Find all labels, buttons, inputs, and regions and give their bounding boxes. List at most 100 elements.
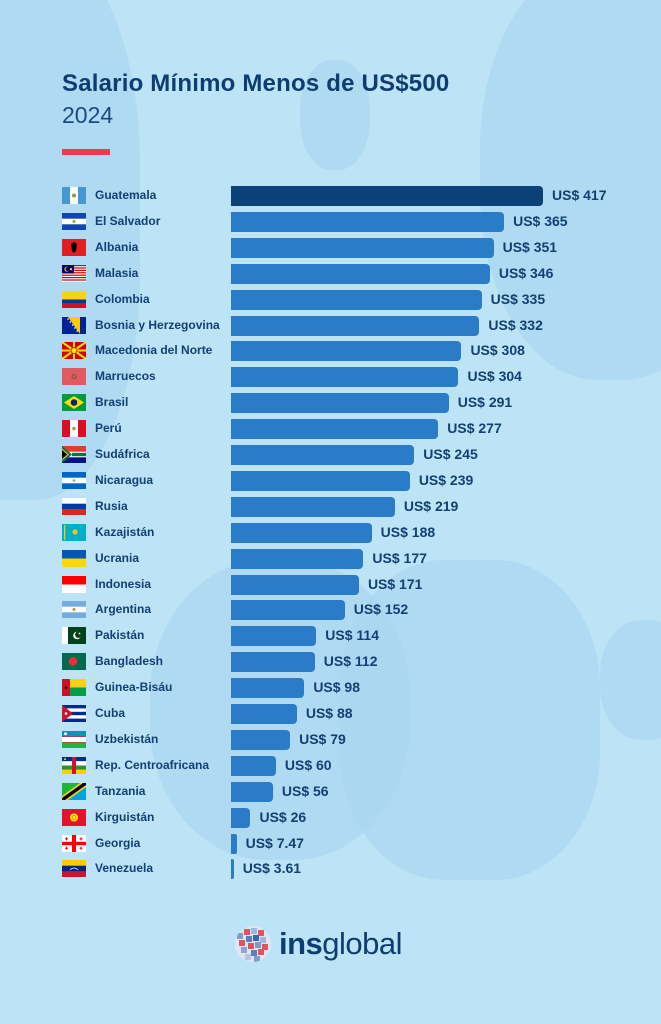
- country-label: Indonesia: [95, 576, 152, 591]
- bar: [231, 704, 297, 724]
- country-label: Sudáfrica: [95, 447, 150, 461]
- chart-row: Macedonia del Norte US$ 308: [0, 338, 661, 364]
- country-label: Marruecos: [95, 369, 156, 384]
- bar: [231, 289, 482, 310]
- bar: [231, 367, 459, 388]
- chart-row: Kirguistán US$ 26: [0, 805, 661, 831]
- chart-row: Rep. Centroafricana US$ 60: [0, 753, 661, 779]
- albania-flag-icon: [62, 238, 86, 256]
- value-label: US$ 152: [353, 601, 409, 618]
- value-label: US$ 365: [513, 212, 568, 229]
- chart-row: Bosnia y Herzegovina US$ 332: [0, 313, 661, 339]
- chart-row: Guatemala US$ 417: [0, 183, 661, 209]
- map-background-shape: [340, 560, 600, 880]
- bar: [231, 186, 543, 206]
- country-label: Albania: [95, 239, 139, 254]
- morocco-flag-icon: [62, 368, 86, 386]
- bar: [231, 807, 251, 828]
- country-label: Kirguistán: [95, 809, 155, 824]
- country-label: Bosnia y Herzegovina: [95, 317, 220, 332]
- uzbekistan-flag-icon: [62, 730, 86, 748]
- country-label: Argentina: [95, 602, 152, 617]
- value-label: US$ 332: [488, 316, 543, 333]
- chart-row: Rusia US$ 219: [0, 494, 661, 520]
- bar: [231, 833, 237, 854]
- russia-flag-icon: [62, 497, 86, 515]
- value-label: US$ 245: [423, 446, 478, 462]
- chart-row: Georgia US$ 7.47: [0, 831, 661, 857]
- colombia-flag-icon: [62, 290, 86, 308]
- value-label: US$ 277: [447, 420, 502, 437]
- chart-subtitle: 2024: [62, 102, 114, 128]
- country-label: Rep. Centroafricana: [95, 757, 210, 772]
- country-label: El Salvador: [95, 213, 161, 228]
- value-label: US$ 308: [470, 342, 525, 359]
- country-label: Rusia: [95, 498, 128, 513]
- country-label: Colombia: [95, 291, 150, 306]
- central-african-republic-flag-icon: [62, 756, 86, 774]
- value-label: US$ 79: [299, 730, 346, 747]
- argentina-flag-icon: [62, 601, 86, 619]
- country-label: Ucrania: [95, 550, 140, 565]
- ukraine-flag-icon: [62, 549, 86, 567]
- value-label: US$ 112: [323, 653, 378, 670]
- bar: [231, 548, 364, 569]
- bar: [231, 237, 494, 258]
- map-background-shape: [300, 60, 370, 170]
- chart-row: Nicaragua US$ 239: [0, 468, 661, 494]
- country-label: Guinea-Bisáu: [95, 680, 173, 695]
- peru-flag-icon: [62, 420, 86, 438]
- bangladesh-flag-icon: [62, 653, 86, 671]
- value-label: US$ 60: [284, 756, 332, 773]
- venezuela-flag-icon: [62, 860, 86, 878]
- malaysia-flag-icon: [62, 264, 86, 282]
- chart-row: Pakistán US$ 114: [0, 623, 661, 649]
- bar: [231, 315, 480, 336]
- value-label: US$ 114: [325, 627, 379, 644]
- value-label: US$ 239: [418, 471, 474, 488]
- value-label: US$ 335: [490, 290, 546, 307]
- north-macedonia-flag-icon: [62, 342, 86, 360]
- bar: [231, 678, 305, 699]
- bar: [231, 496, 395, 517]
- south-africa-flag-icon: [62, 446, 86, 463]
- chart-row: Cuba US$ 88: [0, 701, 661, 727]
- indonesia-flag-icon: [62, 575, 86, 593]
- bar: [231, 470, 410, 491]
- georgia-flag-icon: [62, 834, 86, 852]
- value-label: US$ 56: [281, 782, 329, 799]
- guatemala-flag-icon: [62, 187, 86, 204]
- bar: [231, 729, 291, 750]
- value-label: US$ 26: [259, 808, 307, 825]
- pakistan-flag-icon: [62, 627, 86, 645]
- country-label: Venezuela: [95, 861, 154, 876]
- chart-row: Guinea-Bisáu US$ 98: [0, 675, 661, 701]
- country-label: Bangladesh: [95, 654, 164, 669]
- country-label: Macedonia del Norte: [95, 343, 213, 358]
- chart-row: Colombia US$ 335: [0, 287, 661, 313]
- insglobal-logo: insglobal: [233, 922, 403, 966]
- value-label: US$ 219: [403, 497, 459, 514]
- value-label: US$ 304: [467, 368, 522, 385]
- country-label: Uzbekistán: [95, 731, 159, 746]
- chart-row: Kazajistán US$ 188: [0, 520, 661, 546]
- chart-row: Marruecos US$ 304: [0, 364, 661, 390]
- bar: [231, 211, 505, 232]
- country-label: Guatemala: [95, 188, 157, 202]
- chart-row: Sudáfrica US$ 245: [0, 442, 661, 468]
- chart-row: Tanzania US$ 56: [0, 779, 661, 805]
- map-background-shape: [600, 620, 661, 740]
- value-label: US$ 417: [552, 187, 607, 203]
- cuba-flag-icon: [62, 705, 86, 722]
- bar: [231, 600, 345, 621]
- country-label: Georgia: [95, 835, 141, 850]
- bar: [231, 574, 359, 595]
- chart-row: El Salvador US$ 365: [0, 209, 661, 235]
- country-label: Pakistán: [95, 628, 145, 643]
- country-label: Kazajistán: [95, 524, 155, 539]
- kyrgyzstan-flag-icon: [62, 808, 86, 826]
- accent-bar: [62, 149, 110, 155]
- bar: [231, 341, 462, 362]
- bar: [231, 626, 317, 647]
- kazakhstan-flag-icon: [62, 523, 86, 541]
